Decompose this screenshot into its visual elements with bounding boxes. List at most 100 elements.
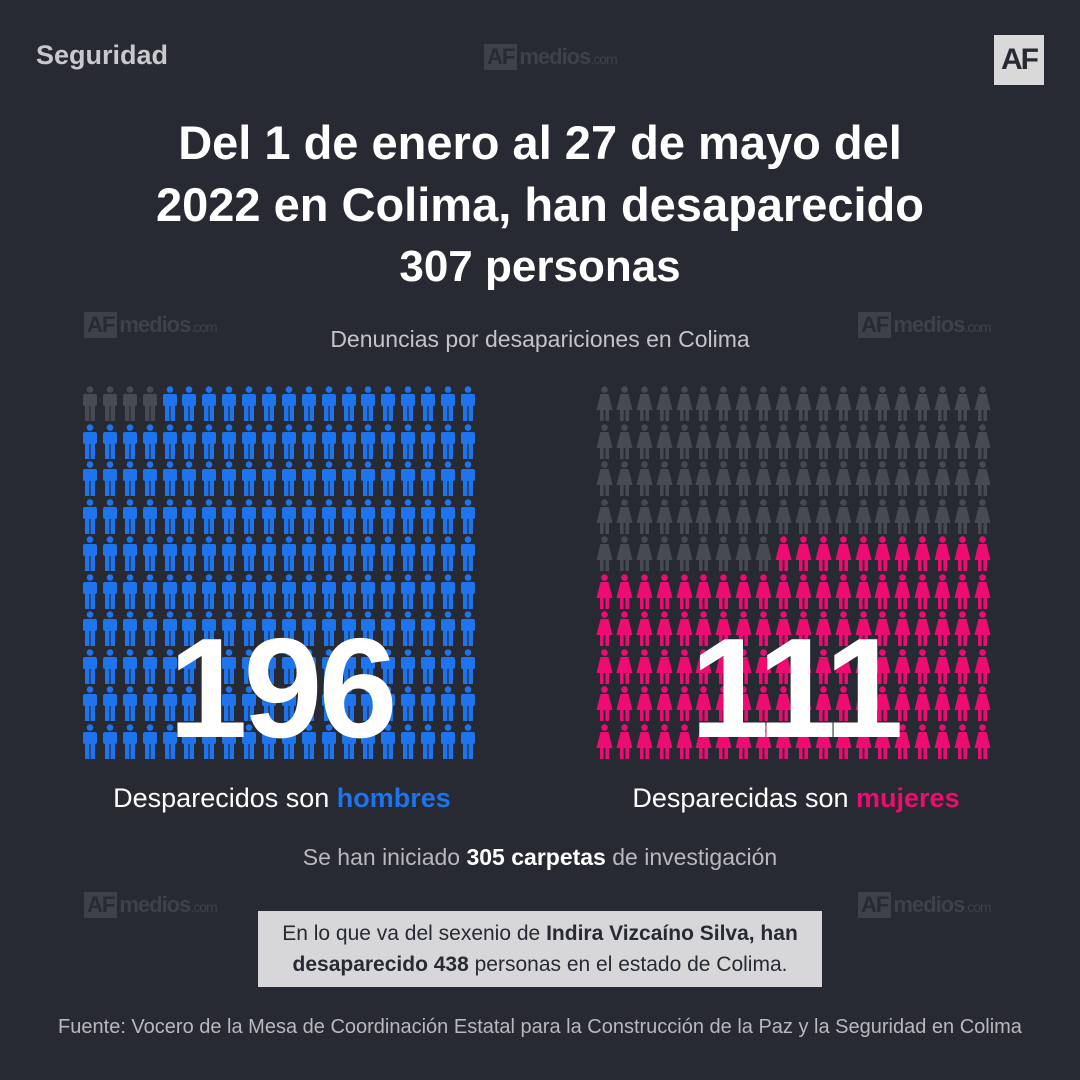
woman-icon-empty: [715, 498, 732, 534]
women-pictogram-grid: [596, 386, 994, 761]
man-icon-filled: [83, 686, 97, 721]
woman-icon-filled: [755, 686, 772, 721]
man-icon-filled: [202, 686, 217, 721]
woman-icon-empty: [874, 498, 891, 534]
woman-icon-empty: [954, 461, 971, 496]
woman-icon-empty: [775, 423, 792, 459]
woman-icon-empty: [755, 386, 772, 421]
man-icon-filled: [301, 573, 316, 609]
man-icon-filled: [321, 648, 336, 684]
woman-icon-empty: [695, 536, 712, 571]
woman-icon-filled: [676, 648, 693, 684]
man-icon-filled: [281, 723, 296, 759]
woman-icon-filled: [596, 723, 613, 759]
man-icon-filled: [321, 386, 336, 421]
man-icon-filled: [222, 461, 237, 496]
man-icon-filled: [301, 686, 316, 721]
woman-icon-filled: [914, 648, 931, 684]
woman-icon-filled: [835, 611, 852, 646]
man-icon-filled: [122, 611, 137, 646]
woman-icon-filled: [874, 573, 891, 609]
woman-icon-empty: [894, 461, 911, 496]
man-icon-filled: [361, 386, 376, 421]
woman-icon-filled: [695, 611, 712, 646]
woman-icon-filled: [954, 611, 971, 646]
note-line-2: desaparecido 438 personas en el estado d…: [292, 953, 788, 976]
woman-icon-empty: [596, 498, 613, 534]
man-icon-filled: [83, 723, 97, 759]
woman-icon-filled: [735, 611, 752, 646]
men-count: 196: [168, 609, 398, 768]
man-icon-filled: [182, 648, 197, 684]
watermark-logo: AF medios.com: [858, 892, 992, 918]
woman-icon-filled: [755, 648, 772, 684]
woman-icon-empty: [636, 536, 653, 571]
woman-icon-empty: [795, 498, 812, 534]
man-icon-filled: [202, 423, 217, 459]
man-icon-filled: [361, 573, 376, 609]
man-icon-filled: [401, 386, 416, 421]
man-icon-filled: [162, 386, 177, 421]
woman-icon-filled: [695, 648, 712, 684]
man-icon-filled: [122, 461, 137, 496]
man-icon-filled: [401, 611, 416, 646]
man-icon-filled: [441, 573, 456, 609]
man-icon-filled: [441, 423, 456, 459]
man-icon-filled: [301, 648, 316, 684]
man-icon-filled: [460, 648, 475, 684]
woman-icon-filled: [835, 723, 852, 759]
man-icon-filled: [122, 723, 137, 759]
woman-icon-filled: [914, 536, 931, 571]
woman-icon-filled: [695, 723, 712, 759]
man-icon-filled: [182, 686, 197, 721]
woman-icon-filled: [954, 648, 971, 684]
man-icon-filled: [460, 573, 475, 609]
man-icon-filled: [301, 423, 316, 459]
man-icon-filled: [421, 648, 436, 684]
man-icon-filled: [441, 536, 456, 571]
man-icon-filled: [222, 423, 237, 459]
man-icon-filled: [202, 498, 217, 534]
man-icon-filled: [381, 648, 396, 684]
man-icon-filled: [381, 723, 396, 759]
woman-icon-filled: [835, 686, 852, 721]
woman-icon-empty: [775, 461, 792, 496]
man-icon-filled: [301, 461, 316, 496]
woman-icon-empty: [596, 461, 613, 496]
man-icon-filled: [401, 648, 416, 684]
woman-icon-filled: [974, 686, 991, 721]
man-icon-filled: [441, 611, 456, 646]
woman-icon-filled: [894, 686, 911, 721]
woman-icon-empty: [616, 461, 633, 496]
man-icon-filled: [202, 461, 217, 496]
man-icon-filled: [242, 461, 257, 496]
woman-icon-filled: [616, 648, 633, 684]
woman-icon-empty: [616, 498, 633, 534]
man-icon-filled: [281, 423, 296, 459]
woman-icon-empty: [695, 386, 712, 421]
man-icon-filled: [162, 573, 177, 609]
man-icon-filled: [142, 498, 157, 534]
man-icon-filled: [381, 386, 396, 421]
woman-icon-filled: [676, 573, 693, 609]
man-icon-filled: [341, 648, 356, 684]
woman-icon-filled: [795, 611, 812, 646]
woman-icon-filled: [735, 648, 752, 684]
source-footnote: Fuente: Vocero de la Mesa de Coordinació…: [58, 1016, 1022, 1038]
man-icon-filled: [401, 423, 416, 459]
man-icon-filled: [341, 573, 356, 609]
man-icon-filled: [421, 498, 436, 534]
woman-icon-filled: [894, 648, 911, 684]
man-icon-filled: [242, 723, 257, 759]
woman-icon-empty: [596, 423, 613, 459]
woman-icon-filled: [934, 573, 951, 609]
woman-icon-filled: [855, 611, 872, 646]
woman-icon-empty: [795, 386, 812, 421]
woman-icon-filled: [775, 536, 792, 571]
man-icon-filled: [83, 573, 97, 609]
man-icon-filled: [361, 686, 376, 721]
woman-icon-empty: [934, 498, 951, 534]
woman-icon-filled: [636, 686, 653, 721]
woman-icon-empty: [656, 461, 673, 496]
man-icon-filled: [222, 648, 237, 684]
